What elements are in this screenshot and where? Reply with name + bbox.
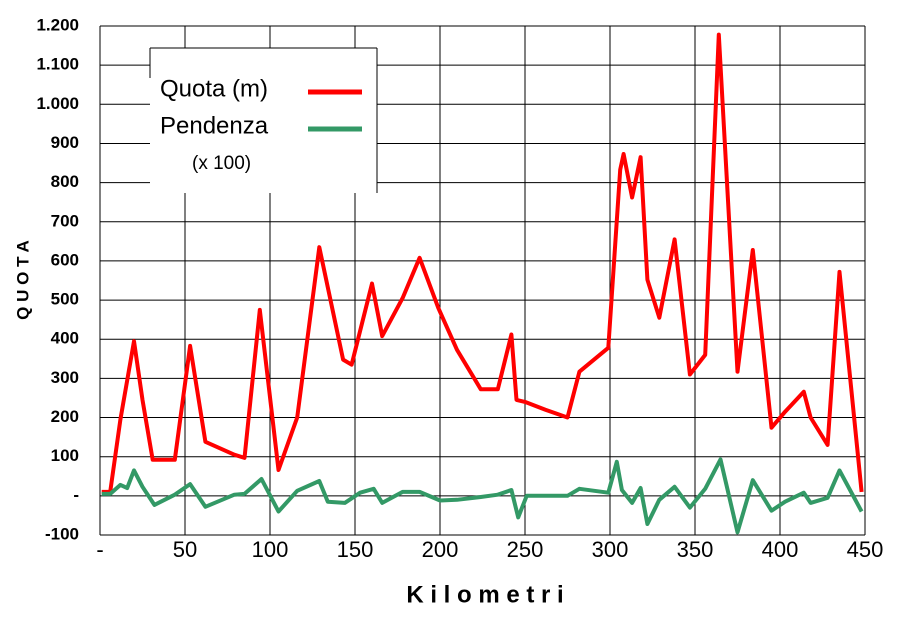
y-tick-label: 1.200: [36, 15, 79, 34]
y-tick-label: 700: [51, 211, 79, 230]
x-tick-label: 350: [677, 537, 714, 562]
y-tick-label: 1.000: [36, 94, 79, 113]
x-tick-label: 200: [422, 537, 459, 562]
y-tick-label: 500: [51, 290, 79, 309]
x-tick-label: 300: [592, 537, 629, 562]
legend-box: [150, 48, 377, 193]
x-tick-label: 100: [252, 537, 289, 562]
y-tick-label: 300: [51, 368, 79, 387]
y-tick-label: 1.100: [36, 55, 79, 74]
legend-label: Quota (m): [160, 75, 268, 102]
y-tick-label: 800: [51, 172, 79, 191]
legend-note: (x 100): [192, 153, 251, 174]
y-tick-label: -: [73, 485, 79, 504]
y-tick-label: 200: [51, 407, 79, 426]
y-axis-label: Q U O T A: [13, 240, 32, 320]
x-tick-label: -: [96, 537, 103, 562]
x-tick-label: 150: [337, 537, 374, 562]
legend-label: Pendenza: [160, 112, 269, 139]
x-tick-label: 250: [507, 537, 544, 562]
x-axis-label: K i l o m e t r i: [406, 581, 563, 608]
y-tick-label: -100: [45, 524, 79, 543]
x-tick-label: 50: [173, 537, 197, 562]
series-line: [101, 457, 864, 535]
y-tick-label: 100: [51, 446, 79, 465]
y-tick-label: 600: [51, 250, 79, 269]
y-tick-label: 900: [51, 133, 79, 152]
x-tick-label: 450: [847, 537, 884, 562]
x-tick-label: 400: [762, 537, 799, 562]
series-line: [101, 32, 864, 494]
y-tick-label: 400: [51, 329, 79, 348]
